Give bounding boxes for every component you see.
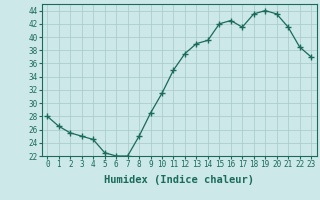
X-axis label: Humidex (Indice chaleur): Humidex (Indice chaleur) [104, 175, 254, 185]
